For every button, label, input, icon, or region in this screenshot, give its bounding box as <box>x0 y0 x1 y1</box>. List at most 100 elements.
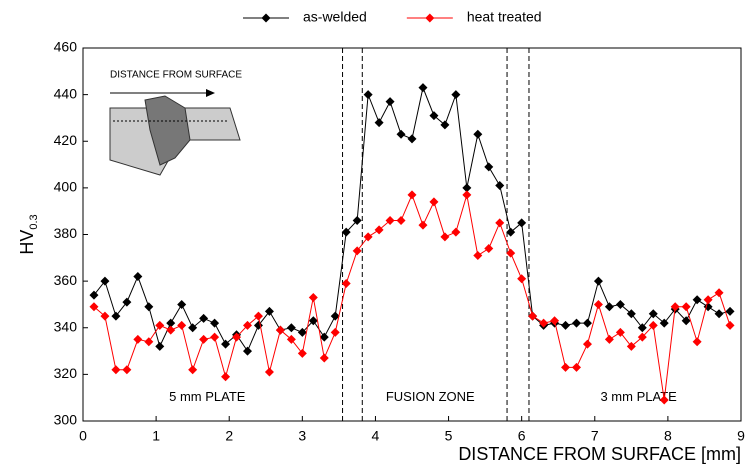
y-axis-label: HV0.3 <box>17 214 40 254</box>
data-point <box>275 325 285 335</box>
data-point <box>429 111 439 121</box>
data-point <box>429 197 439 207</box>
data-point <box>593 276 603 286</box>
data-point <box>506 227 516 237</box>
data-point <box>111 311 121 321</box>
data-point <box>286 334 296 344</box>
data-point <box>341 278 351 288</box>
data-point <box>681 302 691 312</box>
y-tick-label: 300 <box>54 412 78 428</box>
data-point <box>572 318 581 328</box>
x-tick-label: 4 <box>372 428 380 444</box>
data-point <box>155 320 165 330</box>
data-point <box>199 313 209 323</box>
data-point <box>253 311 263 321</box>
data-point <box>637 323 647 333</box>
y-tick-label: 360 <box>54 272 78 288</box>
data-point <box>670 302 680 312</box>
data-point <box>319 332 329 342</box>
data-point <box>648 320 658 330</box>
data-point <box>385 97 395 107</box>
data-point <box>561 362 571 372</box>
y-tick-label: 460 <box>54 39 78 55</box>
data-point <box>451 90 461 100</box>
data-point <box>659 318 669 328</box>
data-point <box>539 318 549 328</box>
y-tick-label: 440 <box>54 85 78 101</box>
inset-label: DISTANCE FROM SURFACE <box>110 70 242 81</box>
data-point <box>199 334 209 344</box>
data-point <box>133 271 143 281</box>
data-point <box>407 134 417 144</box>
data-point <box>418 220 428 230</box>
data-point <box>330 327 340 337</box>
y-tick-label: 380 <box>54 225 78 241</box>
data-point <box>308 316 318 326</box>
data-point <box>725 320 735 330</box>
data-point <box>418 83 428 93</box>
data-point <box>582 339 592 349</box>
data-point <box>122 297 132 307</box>
data-point <box>297 327 307 337</box>
data-point <box>582 318 592 328</box>
data-point <box>253 320 263 330</box>
zone-label: 3 mm PLATE <box>600 389 677 404</box>
data-point <box>89 290 99 300</box>
data-point <box>221 372 231 382</box>
data-point <box>506 248 516 258</box>
data-point <box>221 339 231 349</box>
data-point <box>352 216 362 226</box>
data-point <box>626 309 636 319</box>
data-point <box>637 332 647 342</box>
data-point <box>714 288 724 298</box>
data-point <box>286 323 296 333</box>
data-point <box>692 295 702 305</box>
data-point <box>188 323 198 333</box>
x-tick-label: 5 <box>445 428 453 444</box>
legend-label: as-welded <box>303 9 367 25</box>
data-point <box>374 118 384 128</box>
inset-weld <box>144 95 191 166</box>
data-point <box>210 318 220 328</box>
data-point <box>330 311 340 321</box>
data-point <box>703 295 713 305</box>
zone-label: 5 mm PLATE <box>169 389 246 404</box>
legend-label: heat treated <box>467 9 542 25</box>
data-point <box>440 232 450 242</box>
x-axis-label: DISTANCE FROM SURFACE [mm] <box>458 444 741 464</box>
data-point <box>473 129 483 139</box>
zone-label: FUSION ZONE <box>386 389 475 404</box>
data-point <box>462 190 472 200</box>
data-point <box>210 332 220 342</box>
y-axis-label-sub: 0.3 <box>28 214 40 229</box>
data-point <box>177 299 187 309</box>
data-point <box>495 181 505 191</box>
data-point <box>659 395 669 405</box>
data-point <box>484 243 494 253</box>
data-point <box>495 218 505 228</box>
data-point <box>517 274 527 284</box>
data-point <box>166 318 176 328</box>
data-point <box>714 309 724 319</box>
data-point <box>550 316 560 326</box>
y-tick-label: 400 <box>54 179 78 195</box>
data-point <box>308 292 318 302</box>
data-point <box>648 309 658 319</box>
data-point <box>155 341 165 351</box>
data-point <box>297 348 307 358</box>
data-point <box>462 183 472 193</box>
data-point <box>440 120 450 130</box>
data-point <box>363 232 373 242</box>
data-point <box>692 337 702 347</box>
data-point <box>626 341 636 351</box>
inset: DISTANCE FROM SURFACE <box>109 70 242 176</box>
x-tick-label: 0 <box>79 428 87 444</box>
data-point <box>484 162 494 172</box>
data-point <box>407 190 417 200</box>
data-point <box>725 306 735 316</box>
data-point <box>122 365 132 375</box>
x-tick-label: 1 <box>152 428 160 444</box>
data-point <box>243 346 252 356</box>
data-point <box>374 225 384 235</box>
data-point <box>144 337 154 347</box>
